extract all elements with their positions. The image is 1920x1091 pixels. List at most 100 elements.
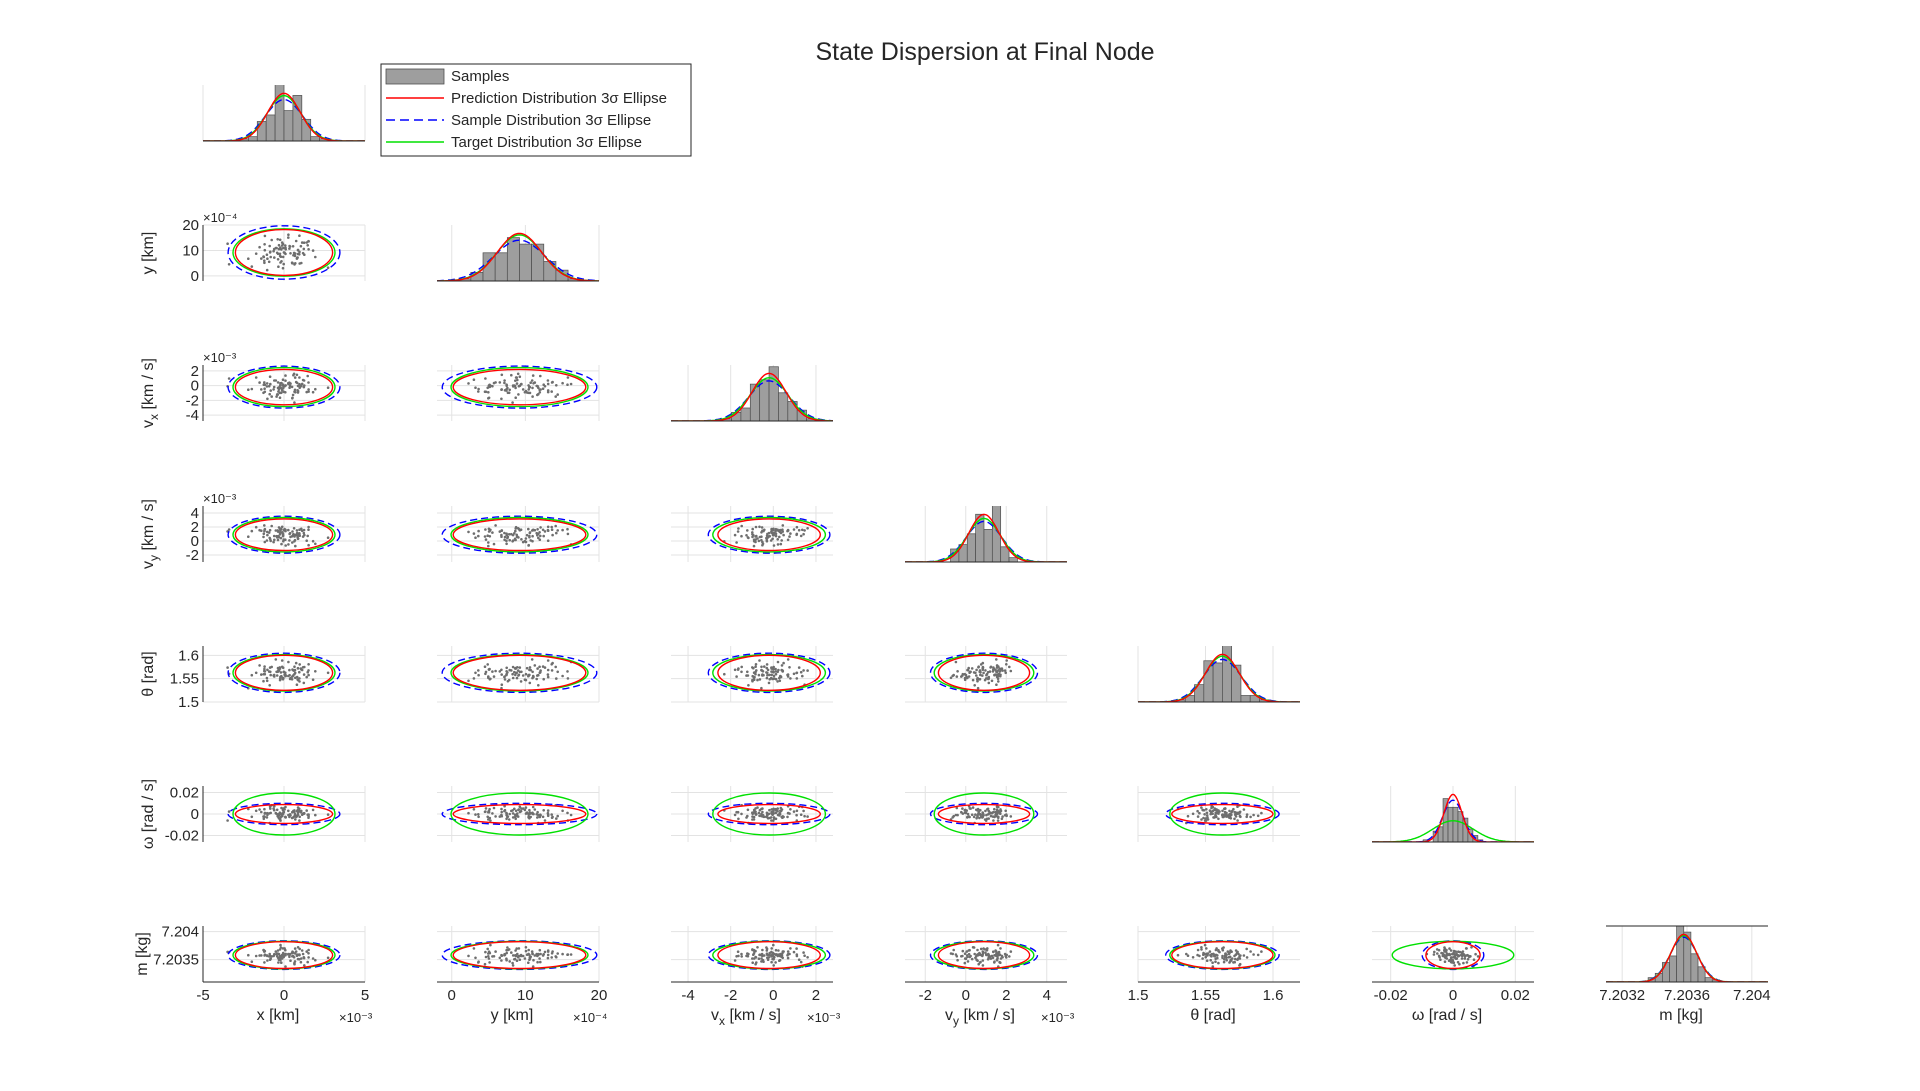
sample-point [1239,954,1242,957]
sample-point [280,955,283,958]
sample-point [272,385,276,389]
sample-point [1205,808,1208,811]
sample-point [723,672,726,676]
sample-point [802,809,805,813]
sample-point [746,674,750,677]
sample-point [1009,950,1013,953]
sample-point [514,386,517,390]
sample-point [1000,954,1004,958]
panel-vy-vs-vx [671,506,833,562]
sample-point [987,677,990,681]
sample-point [1218,810,1221,813]
sample-point [488,816,492,820]
sample-point [295,529,299,532]
sample-point [781,524,785,527]
sample-point [525,953,529,956]
sample-point [963,961,967,965]
sample-point [523,390,527,394]
sample-point [546,390,550,394]
sample-point [491,670,494,673]
sample-point [792,672,796,676]
y-tick-label: 7.204 [161,924,199,941]
sample-point [781,952,784,955]
sample-point [789,947,792,950]
sample-point [1472,958,1476,961]
sample-point [984,819,988,822]
sample-point [782,533,785,537]
sample-point [531,965,535,968]
sample-point [1206,818,1210,821]
panel-m-vs-x: 7.2035 7.204 m [kg] -5 0 5 x [km] ×10⁻³ [134,924,373,1025]
sample-point [551,533,554,537]
sample-point [524,672,528,676]
sample-point [288,668,291,672]
sample-point [289,959,292,962]
sample-point [311,957,315,960]
sample-point [968,815,971,819]
prediction-ellipse [717,803,821,825]
sample-point [262,535,265,539]
sample-point [538,815,542,819]
sample-point [779,542,783,546]
sample-point [778,679,782,683]
sample-point [532,958,535,962]
sample-point [536,384,539,388]
sample-point [751,818,754,821]
sample-point [296,535,299,539]
sample-point [270,238,274,242]
prediction-ellipse [452,803,587,825]
sample-point [1222,960,1226,964]
sample-point [802,532,805,536]
prediction-ellipse [937,940,1031,970]
sample-point [1443,960,1447,963]
sample-point [1449,949,1453,952]
y-tick-label: 2 [191,519,199,536]
sample-point [955,806,959,810]
sample-point [1252,953,1255,956]
sample-point [272,247,276,251]
sample-point [774,811,778,815]
sample-point [487,396,491,400]
sample-point [269,670,272,674]
target-ellipse [450,366,589,408]
sample-point [788,666,791,669]
sample-point [268,375,272,379]
sample-point [799,960,803,964]
sample-point [267,260,271,264]
sample-point [1457,954,1461,958]
histogram-bar [759,379,770,421]
sample-point [287,809,290,813]
sample-point [979,663,983,666]
histogram-bar [1222,646,1233,702]
sample-point [227,377,231,380]
sample-point [1217,817,1220,821]
sample-point [539,952,542,956]
panel-vy-vs-y [437,506,600,562]
sample-point [258,245,261,249]
sample-point [774,667,777,671]
sample-point [801,528,804,532]
sample-point [530,379,534,382]
sample-point [500,373,504,377]
prediction-ellipse [234,368,334,406]
sample-point [754,525,758,529]
sample-point [538,665,541,669]
sample-point [1236,950,1239,954]
sample-point [995,683,998,686]
sample-point [979,947,983,951]
panel-theta-vs-theta [1137,646,1300,703]
sample-density-curve [437,239,599,281]
sample-point [546,675,550,679]
sample-point [786,673,789,677]
sample-point [528,673,531,677]
sample-point [525,811,529,814]
sample-point [797,666,801,669]
sample-point [733,668,737,672]
sample-point [503,381,506,385]
sample-point [803,954,806,957]
sample-point [765,534,769,537]
sample-point [1436,952,1439,955]
sample-point [294,952,297,955]
sample-point [477,387,480,391]
y-tick-label: 0 [191,533,199,550]
